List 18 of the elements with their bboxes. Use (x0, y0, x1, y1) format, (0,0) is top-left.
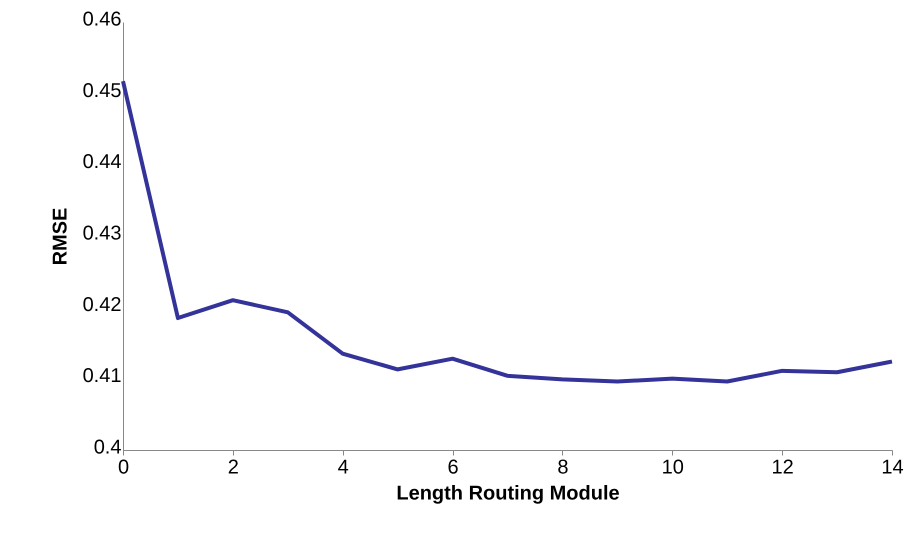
line-series (121, 79, 894, 384)
y-tick-label: 0.45 (82, 80, 122, 102)
x-tick-label: 6 (448, 456, 459, 478)
x-tick-label: 2 (228, 456, 239, 478)
x-axis-title: Length Routing Module (396, 482, 620, 504)
y-tick-label: 0.43 (82, 222, 122, 244)
x-tick-label: 12 (772, 456, 794, 478)
y-tick-label: 0.46 (82, 8, 122, 30)
y-tick-label: 0.41 (82, 365, 122, 388)
x-tick-label: 8 (557, 456, 568, 478)
x-tick-label: 14 (881, 456, 904, 478)
x-tick-label: 4 (338, 456, 349, 478)
x-tick-label: 0 (118, 456, 130, 478)
x-tick-label: 10 (662, 456, 684, 478)
y-tick-label: 0.4 (94, 436, 122, 458)
y-axis-title: RMSE (50, 208, 72, 266)
y-tick-label: 0.42 (82, 294, 122, 316)
y-tick-label: 0.44 (82, 151, 122, 174)
